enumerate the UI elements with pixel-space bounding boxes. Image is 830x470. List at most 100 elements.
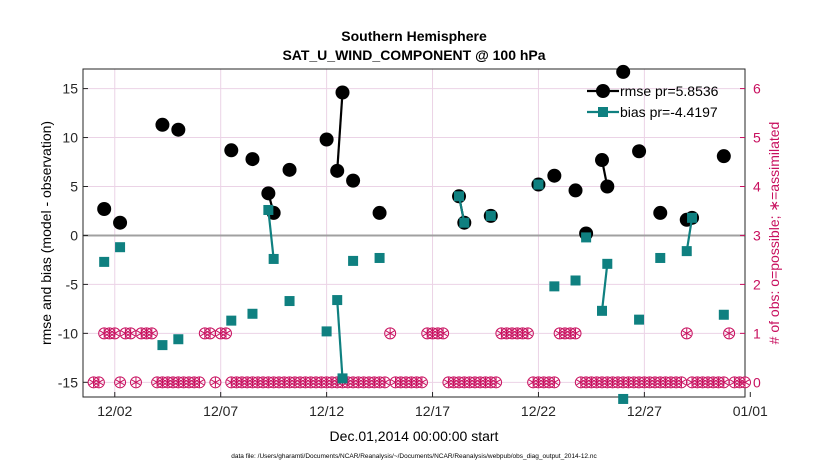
y2-tick-label: 1 [753,325,761,341]
asterisk-stroke [131,379,141,386]
obs-assimilated-marker [210,377,220,388]
bias-point [348,255,359,266]
obs-assimilated-marker [385,328,395,339]
x-axis-label: Dec.01,2014 00:00:00 start [330,428,499,444]
obs-possible-marker [129,376,142,389]
obs-assimilated-marker [740,377,750,388]
obs-possible-marker [384,327,397,340]
y2-tick-label: 3 [753,227,761,243]
obs-assimilated-marker [676,377,686,388]
asterisk-stroke [126,330,136,337]
obs-possible-marker [114,376,127,389]
asterisk-stroke [115,379,125,386]
y2-axis-label: # of obs: o=possible; ∗=assimilated [766,122,782,345]
asterisk-stroke [438,330,448,337]
x-tick-label: 12/27 [627,403,662,419]
bias-point [374,252,385,263]
legend-marker-bias [598,107,608,117]
asterisk-stroke [205,330,215,337]
x-tick-label: 12/22 [521,403,556,419]
asterisk-stroke [221,330,231,337]
obs-possible-marker [193,376,206,389]
rmse-point [224,143,239,158]
bias-point [718,309,729,320]
asterisk-stroke [94,379,104,386]
obs-assimilated-marker [221,328,231,339]
obs-possible-marker [209,376,222,389]
legend-label-rmse: rmse pr=5.8536 [620,83,719,99]
rmse-point [632,144,647,159]
y2-tick-label: 5 [753,130,761,146]
obs-assimilated-marker [719,377,729,388]
rmse-point [319,132,334,147]
chart-subtitle: SAT_U_WIND_COMPONENT @ 100 hPa [282,47,545,63]
y-tick-label: -10 [58,325,78,341]
bias-line [685,217,694,252]
rmse-point [335,85,350,100]
asterisk-stroke [570,330,581,337]
asterisk-stroke [110,330,120,337]
legend-marker-rmse [596,84,610,98]
obs-assimilated-marker [417,377,427,388]
obs-possible-marker [723,327,736,340]
rmse-point [600,179,615,194]
chart-title: Southern Hemisphere [341,28,487,44]
rmse-point [282,162,297,177]
obs-possible-marker [569,327,582,340]
obs-assimilated-marker [194,377,205,388]
obs-possible-marker [145,327,158,340]
asterisk-stroke [676,379,686,386]
bias-point [602,258,613,269]
rmse-point [346,173,361,188]
obs-assimilated-marker [549,377,559,388]
asterisk-stroke [385,330,395,337]
bias-line [600,263,609,311]
x-tick-label: 01/01 [733,403,768,419]
bias-point [173,334,184,345]
rmse-point [616,64,631,79]
bias-point [337,373,348,384]
obs-possible-marker [680,327,693,340]
bias-point [570,275,581,286]
obs-assimilated-marker [570,328,581,339]
rmse-point [97,202,112,217]
bias-point [247,308,258,319]
rmse-point [595,153,610,168]
rmse-point [372,205,387,220]
bias-point [332,295,343,306]
y-tick-label: 0 [70,227,78,243]
bias-point [321,326,332,337]
bias-point [618,393,629,404]
y-tick-label: -5 [66,276,79,292]
asterisk-stroke [719,379,729,386]
obs-assimilated-marker [523,328,533,339]
x-tick-label: 12/07 [203,403,238,419]
rmse-point [171,122,186,137]
rmse-point [653,205,668,220]
y-tick-label: 15 [62,81,78,97]
asterisk-stroke [491,379,501,386]
bias-point [263,204,274,215]
obs-possible-marker [548,376,561,389]
rmse-point [261,186,276,201]
plot-frame [82,68,746,398]
asterisk-stroke [147,330,157,337]
bias-point [687,212,698,223]
y2-tick-label: 0 [753,374,761,390]
bias-point [655,252,666,263]
rmse-point [155,117,170,132]
obs-assimilated-marker [126,328,136,339]
y2-tick-label: 2 [753,276,761,292]
bias-point [454,191,465,202]
obs-possible-marker [521,327,534,340]
y-axis-label: rmse and bias (model - observation) [38,121,54,345]
asterisk-stroke [194,379,205,386]
obs-assimilated-marker [724,328,734,339]
asterisk-stroke [210,379,220,386]
rmse-point [113,215,128,230]
asterisk-stroke [682,330,692,337]
y2-tick-label: 6 [753,81,761,97]
obs-possible-marker [415,376,428,389]
bias-point [597,305,608,316]
